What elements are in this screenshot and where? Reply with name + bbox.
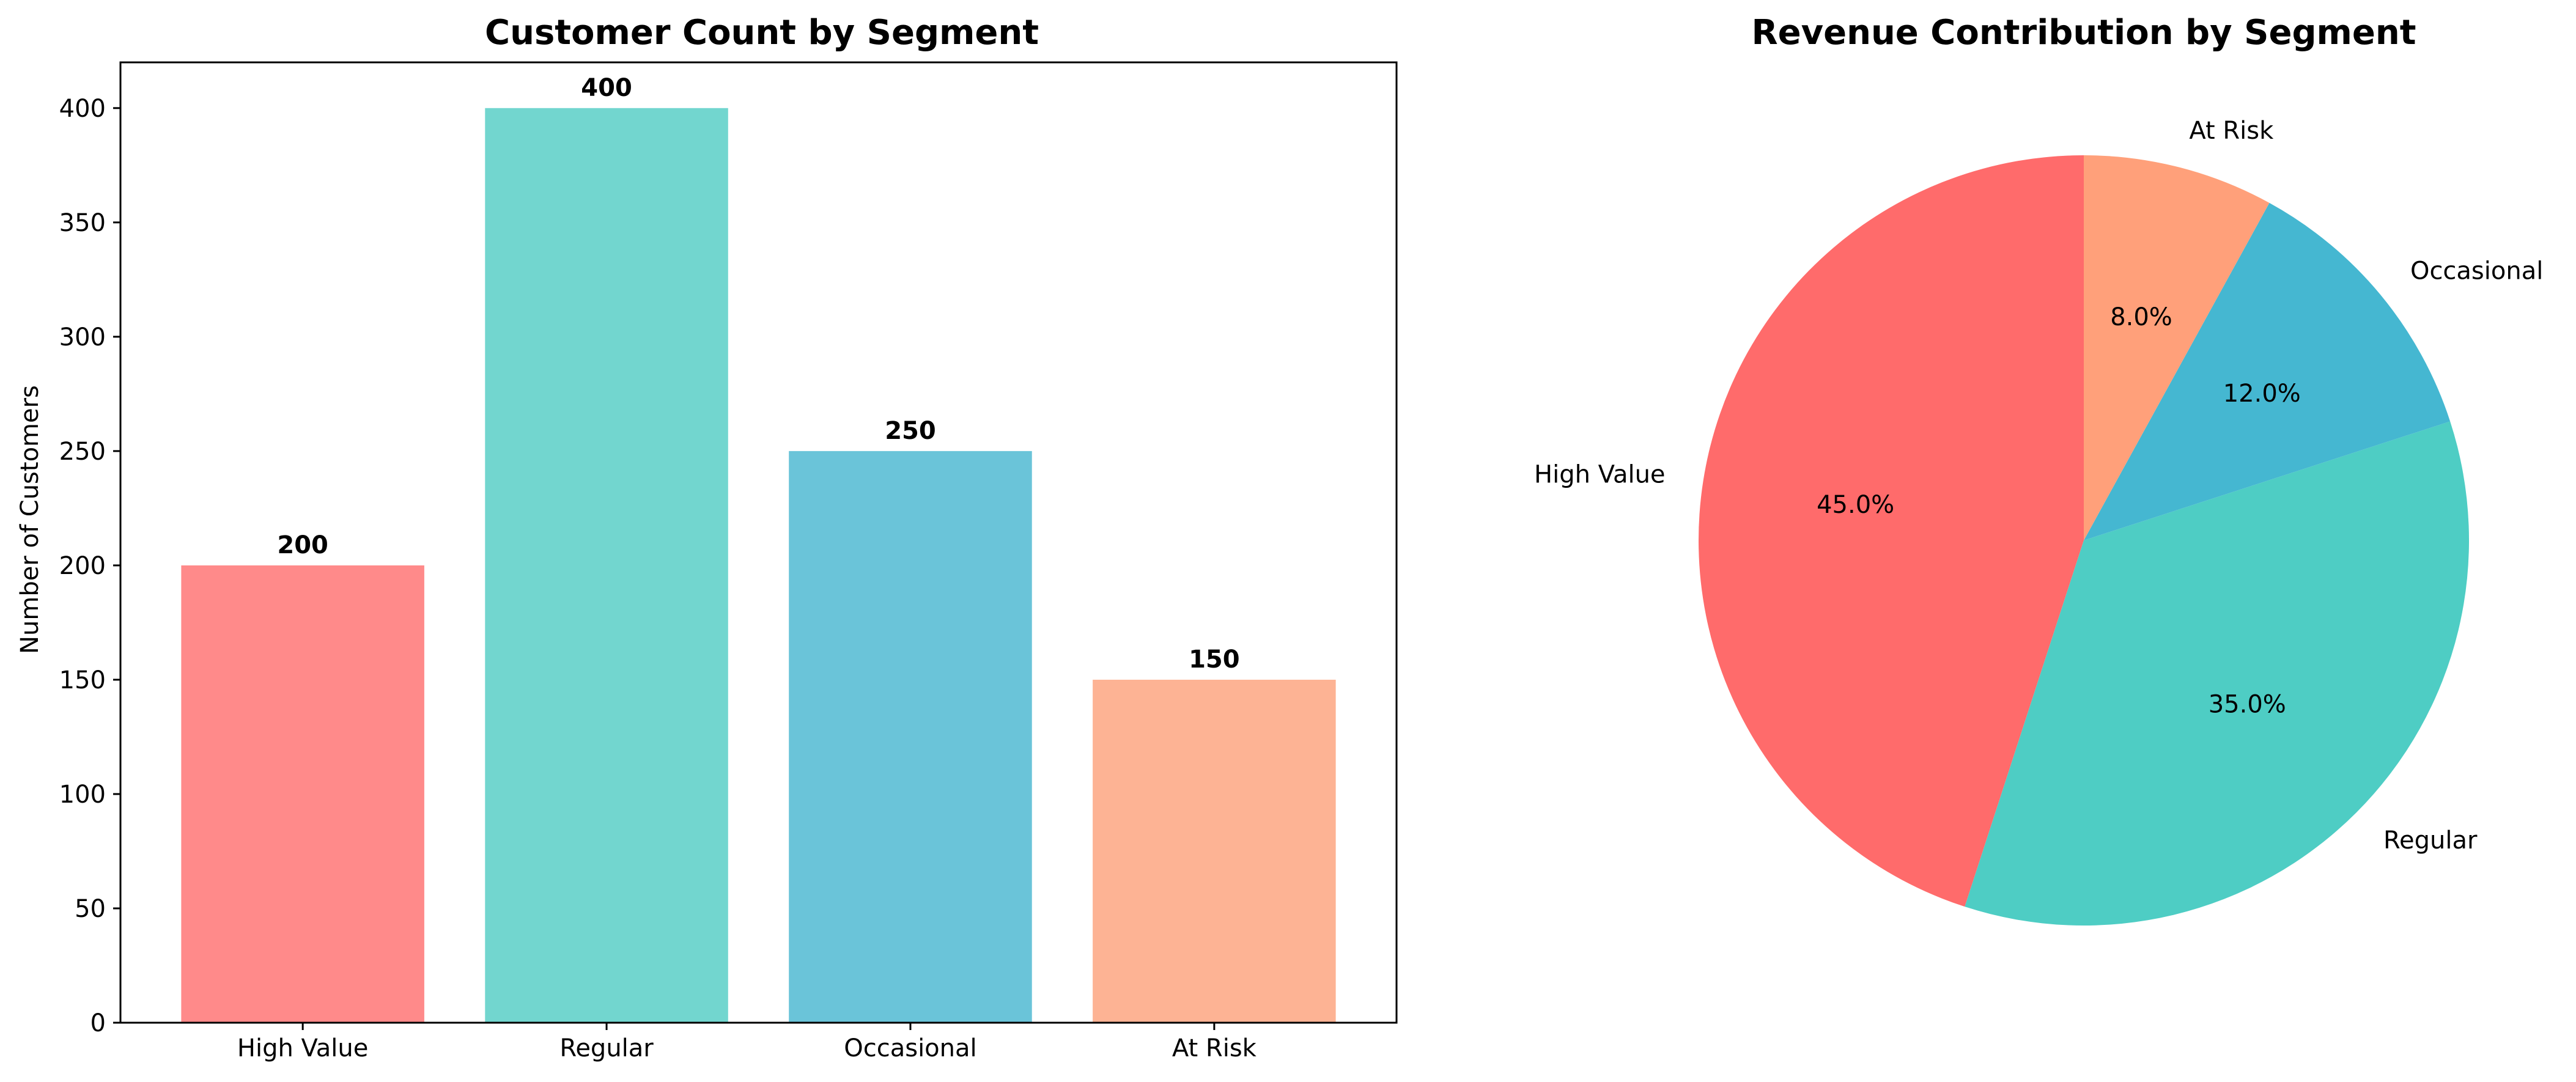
x-tick-label-at-risk: At Risk bbox=[1172, 1034, 1257, 1062]
bar-chart: Customer Count by Segment 200 400 250 150 0… bbox=[16, 13, 1398, 1062]
x-tick-label-high-value: High Value bbox=[237, 1034, 369, 1062]
bar-chart-x-ticks: High Value Regular Occasional At Risk bbox=[237, 1023, 1257, 1062]
y-tick-label-250: 250 bbox=[59, 438, 106, 466]
bar-at-risk bbox=[1093, 679, 1336, 1023]
pie-label-regular: Regular bbox=[2383, 826, 2478, 855]
y-tick-label-350: 350 bbox=[59, 209, 106, 237]
y-tick-label-400: 400 bbox=[59, 95, 106, 123]
bar-chart-bars bbox=[181, 108, 1336, 1023]
y-tick-label-50: 50 bbox=[75, 895, 106, 923]
y-tick-label-0: 0 bbox=[90, 1009, 106, 1037]
pie-slice-regular bbox=[1965, 421, 2469, 926]
pie-percent-regular: 35.0% bbox=[2209, 690, 2286, 718]
x-tick-label-occasional: Occasional bbox=[844, 1034, 976, 1062]
bar-regular bbox=[485, 108, 728, 1023]
pie-percent-at-risk: 8.0% bbox=[2110, 303, 2172, 331]
pie-label-high-value: High Value bbox=[1534, 461, 1666, 489]
bar-chart-value-labels: 200 400 250 150 bbox=[277, 74, 1239, 674]
bar-chart-title: Customer Count by Segment bbox=[485, 13, 1039, 53]
x-tick-label-regular: Regular bbox=[559, 1034, 654, 1062]
y-tick-label-150: 150 bbox=[59, 666, 106, 694]
bar-value-label-regular: 400 bbox=[581, 74, 632, 102]
pie-chart-title: Revenue Contribution by Segment bbox=[1751, 13, 2416, 53]
bar-occasional bbox=[789, 451, 1032, 1023]
y-tick-label-100: 100 bbox=[59, 781, 106, 809]
y-tick-label-200: 200 bbox=[59, 552, 106, 580]
pie-percent-high-value: 45.0% bbox=[1817, 491, 1894, 519]
pie-chart-labels: High Value Regular Occasional At Risk bbox=[1534, 117, 2543, 855]
bar-chart-y-axis-label: Number of Customers bbox=[16, 385, 44, 654]
pie-slice-occasional bbox=[2084, 202, 2451, 541]
bar-high-value bbox=[181, 565, 424, 1023]
bar-value-label-occasional: 250 bbox=[885, 417, 936, 445]
pie-label-occasional: Occasional bbox=[2410, 257, 2543, 285]
bar-value-label-high-value: 200 bbox=[277, 531, 328, 559]
bar-value-label-at-risk: 150 bbox=[1189, 646, 1240, 674]
pie-chart-slices bbox=[1699, 155, 2469, 926]
pie-slice-high-value bbox=[1699, 155, 2084, 907]
y-tick-label-300: 300 bbox=[59, 323, 106, 351]
bar-chart-frame bbox=[119, 61, 1398, 1024]
pie-chart: Revenue Contribution by Segment High Val… bbox=[1534, 13, 2543, 926]
pie-chart-percent-labels: 45.0% 35.0% 12.0% 8.0% bbox=[1817, 303, 2301, 718]
pie-label-at-risk: At Risk bbox=[2189, 117, 2274, 145]
pie-slice-at-risk bbox=[2084, 155, 2270, 540]
pie-percent-occasional: 12.0% bbox=[2223, 380, 2301, 408]
bar-chart-y-ticks: 0 50 100 150 200 250 300 350 400 bbox=[59, 95, 120, 1037]
